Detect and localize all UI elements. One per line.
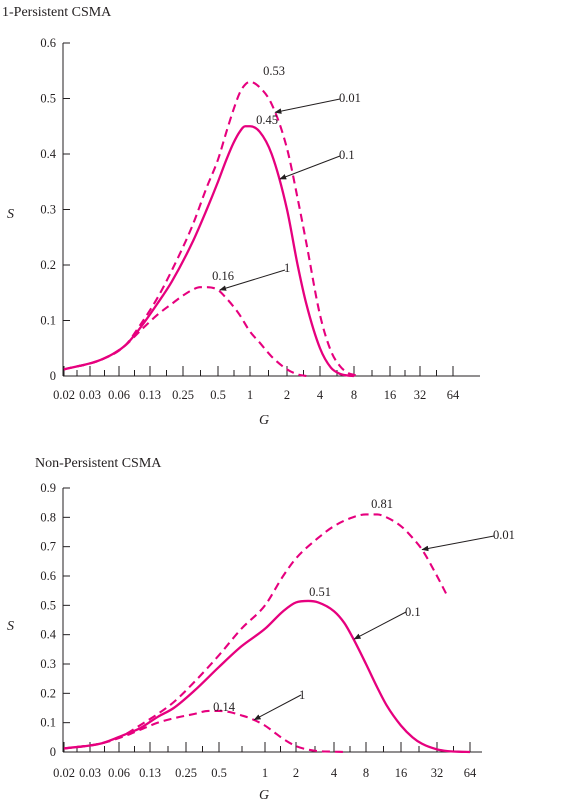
persistent-csma-chart: 1-Persistent CSMA S G 0 0.1 0.2 0.3 0.4 0.5 0.… <box>2 5 480 428</box>
series-line-0.01 <box>63 513 449 750</box>
leader-arrow-0.01 <box>421 535 495 552</box>
y-axis-label: S <box>7 207 14 222</box>
x-tick-label: 16 <box>395 766 408 780</box>
x-axis-label: G <box>259 788 269 803</box>
series-line-0.1 <box>63 125 355 378</box>
series-label-1: 1 <box>284 261 290 275</box>
y-tick-label: 0.5 <box>40 92 56 106</box>
y-tick-label: 0.4 <box>40 147 56 161</box>
x-tick-label: 64 <box>464 766 477 780</box>
x-tick-label: 0.13 <box>139 388 161 402</box>
x-tick-label: 0.5 <box>210 388 226 402</box>
x-tick-label: 8 <box>363 766 369 780</box>
y-tick-label: 0.3 <box>40 203 56 217</box>
x-tick-label: 2 <box>293 766 299 780</box>
y-tick-label: 0.1 <box>40 716 56 730</box>
axes: 0 0.1 0.2 0.3 0.4 0.5 0.6 0.02 0.03 0.06 0.13 0.25 0… <box>40 36 480 402</box>
x-tick-label: 0.25 <box>175 766 197 780</box>
y-tick-label: 0.7 <box>40 540 56 554</box>
x-tick-label: 1 <box>262 766 268 780</box>
peak-label-0.1: 0.51 <box>309 585 331 599</box>
peak-label-0.01: 0.81 <box>371 497 393 511</box>
leader-arrow-1 <box>253 694 302 721</box>
leader-arrow-0.01 <box>274 98 341 114</box>
y-tick-label: 0.8 <box>40 510 56 524</box>
y-tick-label: 0.6 <box>40 36 56 50</box>
curves <box>63 80 361 378</box>
x-tick-label: 0.13 <box>139 766 161 780</box>
chart-title: 1-Persistent CSMA <box>2 5 112 20</box>
leader-arrow-0.1 <box>353 611 407 640</box>
y-tick-label: 0 <box>50 745 56 759</box>
x-tick-label: 0.06 <box>108 766 130 780</box>
x-tick-label: 4 <box>331 766 338 780</box>
series-label-0.01: 0.01 <box>493 528 515 542</box>
x-tick-label: 1 <box>247 388 253 402</box>
y-tick-label: 0.2 <box>40 686 56 700</box>
x-tick-label: 32 <box>431 766 444 780</box>
x-tick-label: 0.02 <box>53 766 75 780</box>
x-tick-label: 0.02 <box>53 388 75 402</box>
y-tick-label: 0.4 <box>40 628 56 642</box>
series-line-0.1 <box>63 599 471 754</box>
y-axis-label: S <box>7 619 14 634</box>
x-tick-label: 64 <box>447 388 460 402</box>
peak-label-0.01: 0.53 <box>263 64 285 78</box>
x-tick-label: 4 <box>317 388 324 402</box>
x-tick-label: 16 <box>384 388 397 402</box>
y-tick-label: 0.2 <box>40 258 56 272</box>
y-tick-label: 0.6 <box>40 569 56 583</box>
series-label-0.1: 0.1 <box>339 148 355 162</box>
axes: 0 0.1 0.2 0.3 0.4 0.5 0.6 0.7 0.8 0.9 0.02 0.03 0.06… <box>40 481 482 780</box>
curves <box>63 513 495 754</box>
series-label-1: 1 <box>299 688 305 702</box>
chart-title: Non-Persistent CSMA <box>35 456 162 471</box>
x-tick-label: 32 <box>414 388 427 402</box>
series-line-0.01 <box>63 80 361 378</box>
x-tick-label: 0.5 <box>211 766 227 780</box>
y-tick-label: 0.5 <box>40 598 56 612</box>
series-label-0.01: 0.01 <box>339 91 361 105</box>
leader-arrow-0.1 <box>279 155 341 180</box>
peak-label-1: 0.14 <box>213 700 236 714</box>
x-tick-label: 0.03 <box>79 766 101 780</box>
x-axis-label: G <box>259 413 269 428</box>
nonpersistent-csma-chart: Non-Persistent CSMA S G 0 0.1 0.2 0.3 0.4 0.5… <box>7 456 515 803</box>
series-line-1 <box>63 709 345 754</box>
leader-arrow-1 <box>219 269 286 291</box>
x-tick-label: 0.03 <box>79 388 101 402</box>
series-label-0.1: 0.1 <box>405 605 421 619</box>
peak-label-0.1: 0.45 <box>256 113 278 127</box>
y-tick-label: 0.3 <box>40 657 56 671</box>
series-line-1 <box>63 286 307 378</box>
y-tick-label: 0.1 <box>40 314 56 328</box>
x-tick-label: 8 <box>351 388 357 402</box>
y-tick-label: 0.9 <box>40 481 56 495</box>
peak-label-1: 0.16 <box>212 269 234 283</box>
x-tick-label: 0.06 <box>108 388 130 402</box>
y-tick-label: 0 <box>50 369 56 383</box>
x-tick-label: 2 <box>284 388 290 402</box>
x-tick-label: 0.25 <box>172 388 194 402</box>
